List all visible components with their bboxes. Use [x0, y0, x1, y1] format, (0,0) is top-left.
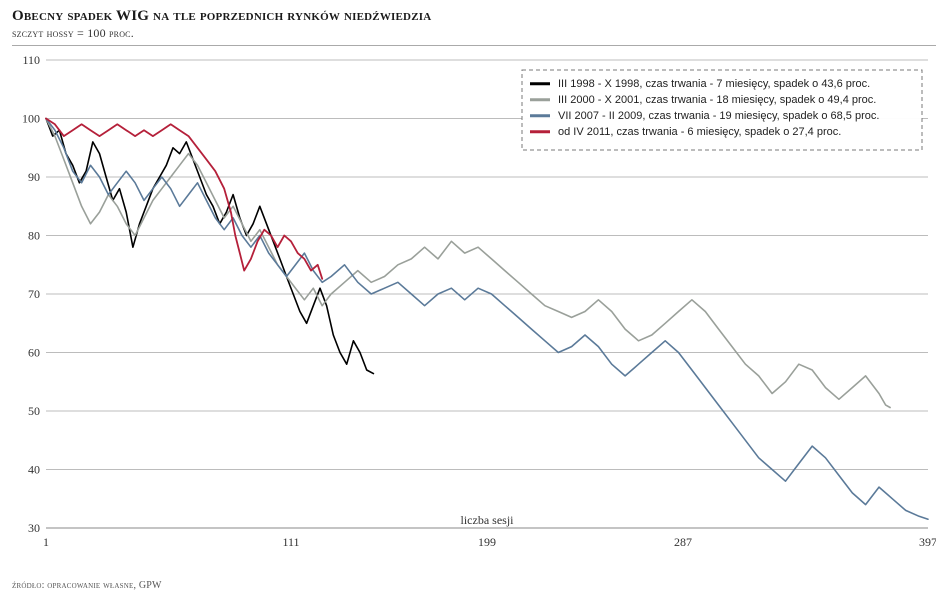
svg-text:80: 80 [28, 229, 40, 243]
svg-text:50: 50 [28, 404, 40, 418]
svg-text:100: 100 [22, 112, 40, 126]
svg-text:40: 40 [28, 463, 40, 477]
svg-text:90: 90 [28, 170, 40, 184]
svg-text:1: 1 [43, 535, 49, 549]
chart-area: 304050607080901001101111199287397liczba … [12, 52, 936, 562]
svg-text:30: 30 [28, 521, 40, 535]
svg-text:110: 110 [22, 53, 40, 67]
svg-text:111: 111 [282, 535, 299, 549]
svg-text:70: 70 [28, 287, 40, 301]
chart-title: Obecny spadek WIG na tle poprzednich ryn… [12, 8, 936, 25]
title-divider [12, 45, 936, 46]
svg-text:60: 60 [28, 346, 40, 360]
source-label: źródło: opracowanie własne, GPW [12, 580, 162, 591]
legend-label: III 1998 - X 1998, czas trwania - 7 mies… [558, 78, 870, 90]
legend-label: VII 2007 - II 2009, czas trwania - 19 mi… [558, 110, 879, 122]
svg-text:199: 199 [478, 535, 496, 549]
chart-subtitle: szczyt hossy = 100 proc. [12, 26, 936, 41]
legend-label: III 2000 - X 2001, czas trwania - 18 mie… [558, 94, 876, 106]
svg-text:397: 397 [919, 535, 936, 549]
svg-text:287: 287 [674, 535, 692, 549]
legend-label: od IV 2011, czas trwania - 6 miesięcy, s… [558, 126, 841, 138]
line-chart: 304050607080901001101111199287397liczba … [12, 52, 936, 562]
svg-text:liczba sesji: liczba sesji [461, 513, 515, 527]
